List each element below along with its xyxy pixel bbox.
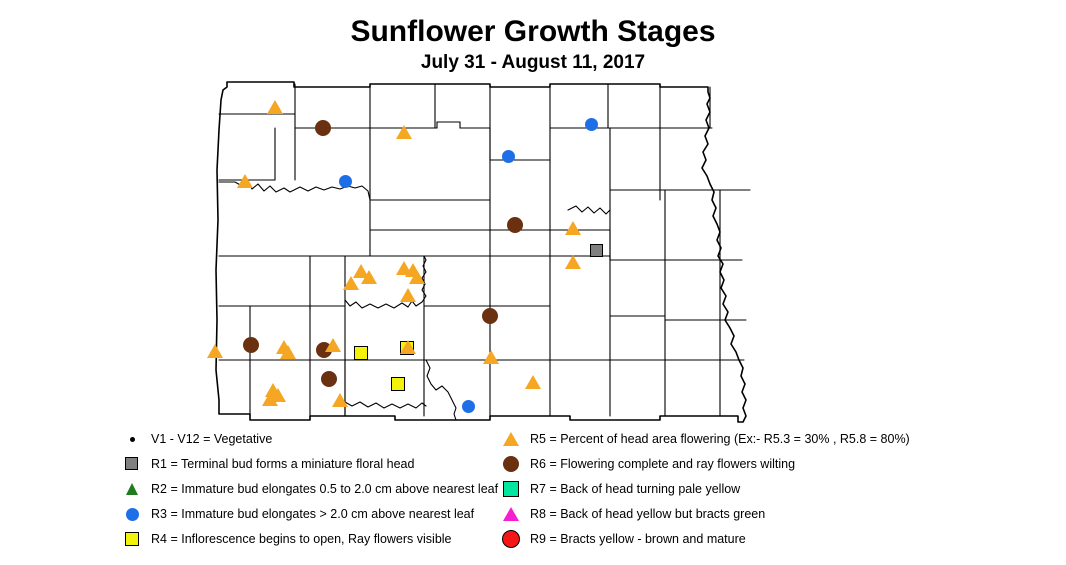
map-marker-r6[interactable] <box>482 308 498 324</box>
legend-label: R8 = Back of head yellow but bracts gree… <box>530 507 766 521</box>
legend-symbol-triangle-green <box>125 483 138 495</box>
map-marker-r5[interactable] <box>565 221 581 235</box>
map-marker-r6[interactable] <box>243 337 259 353</box>
map-marker-r5[interactable] <box>565 255 581 269</box>
map-marker-r5[interactable] <box>237 174 253 188</box>
map-marker-r5[interactable] <box>409 270 425 284</box>
map-marker-r5[interactable] <box>400 340 416 354</box>
map-marker-r5[interactable] <box>262 392 278 406</box>
legend: V1 - V12 = Vegetative R1 = Terminal bud f… <box>0 430 1066 565</box>
map-marker-r5[interactable] <box>483 350 499 364</box>
legend-label: R1 = Terminal bud forms a miniature flor… <box>151 457 415 471</box>
map-marker-r6[interactable] <box>315 120 331 136</box>
map-marker-r5[interactable] <box>525 375 541 389</box>
legend-label: R4 = Inflorescence begins to open, Ray f… <box>151 532 452 546</box>
legend-symbol-circle-red <box>502 530 520 548</box>
map-marker-layer <box>190 70 790 430</box>
map-marker-r1[interactable] <box>590 244 603 257</box>
legend-symbol-square-gray <box>125 457 138 470</box>
north-dakota-county-map <box>190 70 790 430</box>
legend-label: V1 - V12 = Vegetative <box>151 432 273 446</box>
map-marker-r5[interactable] <box>396 125 412 139</box>
map-marker-r4[interactable] <box>353 345 368 360</box>
map-marker-r4[interactable] <box>390 376 405 391</box>
legend-label: R5 = Percent of head area flowering (Ex:… <box>530 432 910 446</box>
legend-symbol-dot-small-black <box>129 436 135 442</box>
map-marker-r3[interactable] <box>338 174 352 188</box>
map-marker-r5[interactable] <box>332 393 348 407</box>
legend-symbol-square-springgreen <box>502 480 519 497</box>
legend-symbol-triangle-magenta <box>503 507 519 521</box>
map-marker-r3[interactable] <box>461 399 475 413</box>
page-title: Sunflower Growth Stages <box>350 15 716 48</box>
legend-label: R9 = Bracts yellow - brown and mature <box>530 532 746 546</box>
legend-symbol-triangle-orange <box>503 432 519 446</box>
map-marker-r5[interactable] <box>400 288 416 302</box>
legend-symbol-circle-blue <box>125 507 139 521</box>
map-marker-r6[interactable] <box>507 217 523 233</box>
legend-symbol-circle-brown <box>503 456 519 472</box>
legend-label: R2 = Immature bud elongates 0.5 to 2.0 c… <box>151 482 499 496</box>
map-marker-r3[interactable] <box>584 117 598 131</box>
map-marker-r5[interactable] <box>280 345 296 359</box>
map-marker-r5[interactable] <box>343 276 359 290</box>
page-subtitle: July 31 - August 11, 2017 <box>420 52 646 73</box>
legend-label: R3 = Immature bud elongates > 2.0 cm abo… <box>151 507 475 521</box>
legend-symbol-square-yellow <box>124 531 139 546</box>
map-marker-r5[interactable] <box>267 100 283 114</box>
map-marker-r5[interactable] <box>325 338 341 352</box>
map-marker-r5[interactable] <box>207 344 223 358</box>
legend-label: R7 = Back of head turning pale yellow <box>530 482 741 496</box>
title-block: Sunflower Growth Stages July 31 - August… <box>0 14 1066 75</box>
map-svg <box>215 81 751 423</box>
map-marker-r5[interactable] <box>361 270 377 284</box>
map-marker-r6[interactable] <box>321 371 337 387</box>
map-marker-r3[interactable] <box>501 149 515 163</box>
legend-label: R6 = Flowering complete and ray flowers … <box>530 457 796 471</box>
